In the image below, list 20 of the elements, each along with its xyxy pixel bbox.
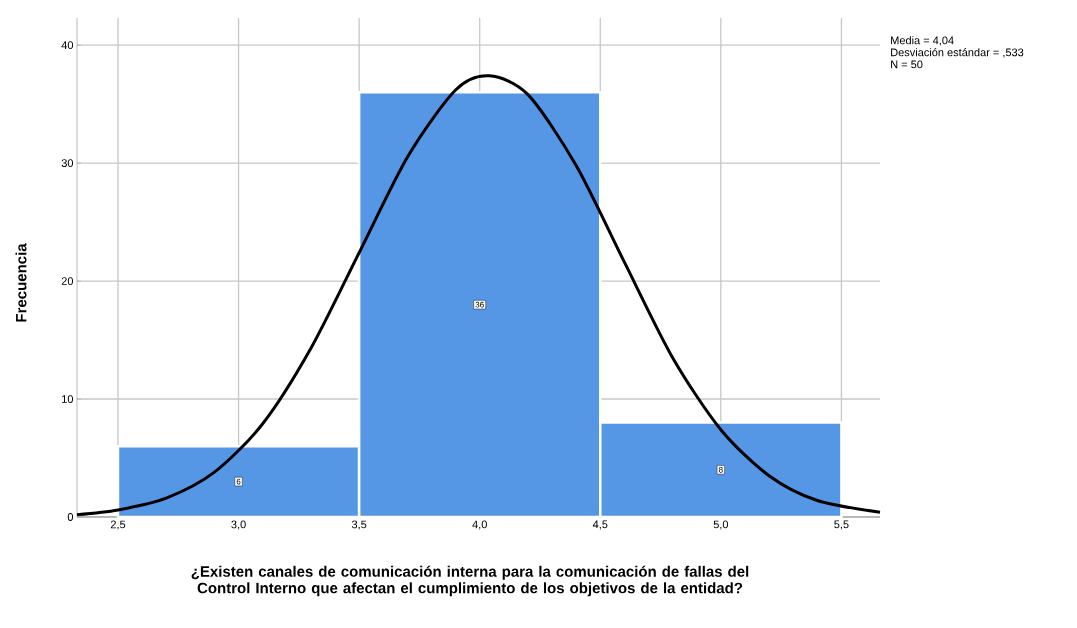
- y-tick-label: 0: [67, 513, 74, 521]
- x-tick-label: 3,0: [231, 520, 246, 530]
- data-label: 8: [718, 466, 723, 473]
- text: Media = 4,04: [891, 36, 954, 46]
- y-tick-label: 10: [62, 395, 74, 403]
- x-tick-label: 2,5: [110, 520, 126, 530]
- text: N = 50: [891, 60, 923, 69]
- text: Desviación estándar = ,533: [891, 48, 1024, 58]
- x-tick-label: 3,5: [351, 520, 367, 530]
- data-label: 6: [236, 478, 241, 485]
- x-tick-label: 5,5: [834, 520, 849, 530]
- x-axis-title: ¿Existen canales de comunicación interna para la comunicación de fallas del Control Interno que afectan el cumplimiento de los objetivos de la entidad?: [191, 565, 749, 597]
- y-tick-label: 20: [61, 277, 74, 285]
- x-tick-label: 4,0: [472, 520, 487, 530]
- y-axis-title: Frecuencia: [15, 243, 27, 322]
- x-tick-label: 5,0: [713, 520, 729, 530]
- y-tick-label: 40: [61, 41, 74, 50]
- data-label: 36: [475, 301, 484, 308]
- x-tick-label: 4,5: [592, 520, 608, 530]
- y-tick-label: 30: [61, 159, 74, 167]
